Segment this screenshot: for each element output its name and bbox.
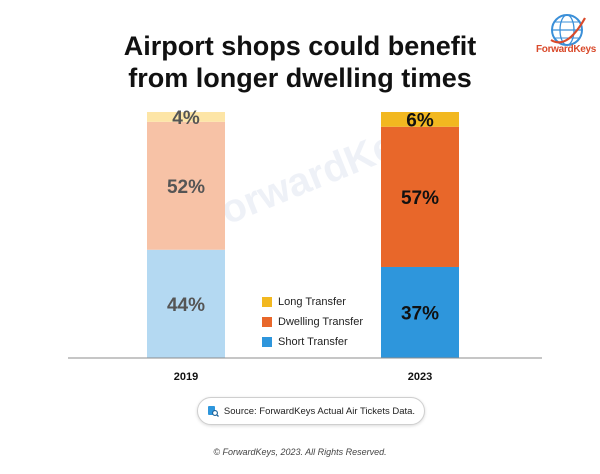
bar-2019-short — [147, 249, 225, 358]
legend-label: Long Transfer — [278, 296, 346, 308]
chart-title: Airport shops could benefit from longer … — [0, 30, 600, 94]
bar-2019-long — [147, 112, 225, 122]
bar-2023-long — [381, 112, 459, 127]
bar-2023-short — [381, 266, 459, 358]
data-label-2023-long: 6% — [406, 110, 434, 131]
copyright: © ForwardKeys, 2023. All Rights Reserved… — [213, 447, 387, 457]
source-text: Source: ForwardKeys Actual Air Tickets D… — [223, 405, 416, 417]
data-label-2023-dwelling: 57% — [401, 188, 439, 209]
bar-2023-dwelling — [381, 126, 459, 267]
data-label-2019-long: 4% — [172, 108, 200, 129]
x-tick-label-2019: 2019 — [174, 371, 198, 383]
legend-swatch — [262, 337, 272, 347]
legend-item: Short Transfer — [262, 332, 363, 352]
legend-swatch — [262, 297, 272, 307]
legend-swatch — [262, 317, 272, 327]
bar-2019-dwelling — [147, 121, 225, 250]
title-line-1: Airport shops could benefit — [123, 31, 477, 61]
legend-label: Short Transfer — [278, 336, 348, 348]
data-label-2019-dwelling: 52% — [167, 177, 205, 198]
data-label-2023-short: 37% — [401, 303, 439, 324]
brand-name: ForwardKeys — [535, 44, 597, 55]
legend-item: Dwelling Transfer — [262, 312, 363, 332]
document-search-icon — [207, 406, 219, 417]
source-note: Source: ForwardKeys Actual Air Tickets D… — [197, 397, 425, 425]
legend: Long Transfer Dwelling Transfer Short Tran… — [262, 292, 363, 352]
legend-item: Long Transfer — [262, 292, 363, 312]
data-label-2019-short: 44% — [167, 295, 205, 316]
title-line-2: from longer dwelling times — [128, 63, 472, 93]
globe-logo-icon — [550, 14, 586, 46]
legend-label: Dwelling Transfer — [278, 316, 363, 328]
x-tick-label-2023: 2023 — [408, 371, 432, 383]
